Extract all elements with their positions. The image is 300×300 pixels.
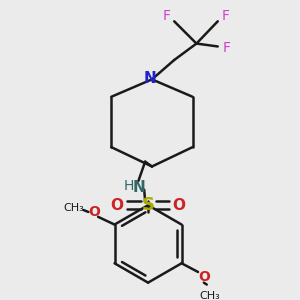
Text: F: F — [223, 41, 230, 56]
Text: F: F — [163, 10, 170, 23]
Text: H: H — [124, 179, 134, 193]
Text: O: O — [111, 198, 124, 213]
Text: CH₃: CH₃ — [199, 291, 220, 300]
Text: O: O — [88, 205, 100, 219]
Text: N: N — [144, 71, 156, 86]
Text: CH₃: CH₃ — [64, 203, 84, 213]
Text: S: S — [142, 196, 154, 214]
Text: N: N — [133, 180, 146, 195]
Text: F: F — [221, 10, 230, 23]
Text: O: O — [198, 270, 210, 284]
Text: O: O — [172, 198, 185, 213]
